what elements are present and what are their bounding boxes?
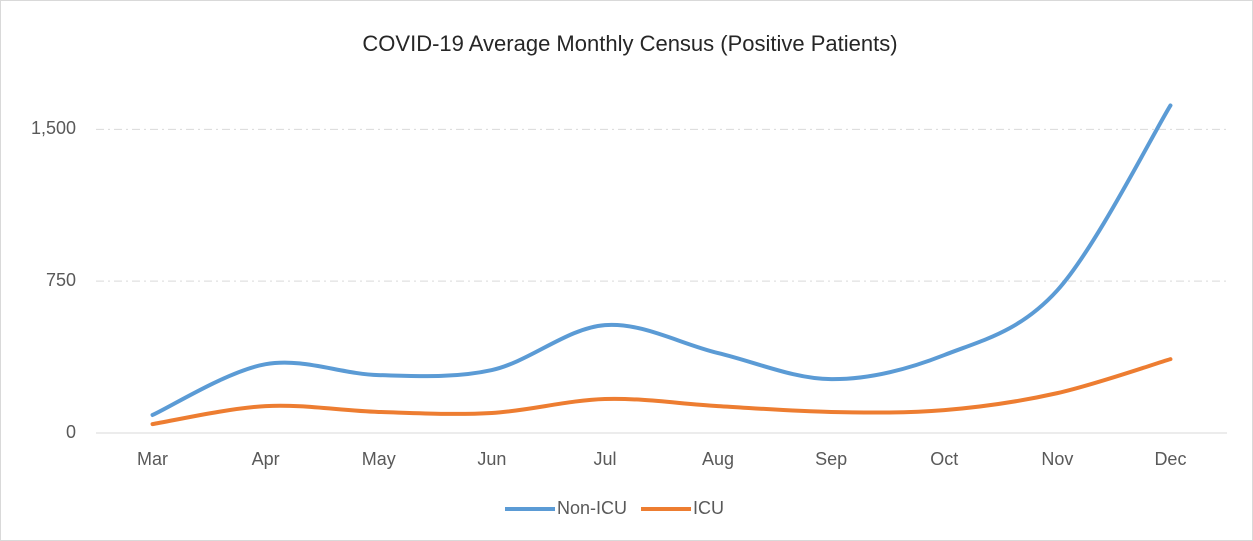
x-tick-label: Mar bbox=[137, 449, 168, 469]
y-tick-label: 1,500 bbox=[31, 118, 76, 138]
x-tick-label: May bbox=[362, 449, 396, 469]
data-line bbox=[150, 103, 1173, 417]
x-tick-label: Oct bbox=[930, 449, 958, 469]
chart-title: COVID-19 Average Monthly Census (Positiv… bbox=[362, 31, 897, 56]
x-tick-label: Sep bbox=[815, 449, 847, 469]
x-tick-label: Apr bbox=[252, 449, 280, 469]
legend-label: Non-ICU bbox=[557, 498, 627, 518]
x-tick-label: Jul bbox=[593, 449, 616, 469]
y-tick-label: 750 bbox=[46, 270, 76, 290]
x-tick-label: Aug bbox=[702, 449, 734, 469]
x-tick-label: Dec bbox=[1154, 449, 1186, 469]
x-tick-label: Jun bbox=[477, 449, 506, 469]
data-line bbox=[150, 357, 1173, 427]
y-tick-label: 0 bbox=[66, 422, 76, 442]
x-tick-label: Nov bbox=[1041, 449, 1073, 469]
legend-label: ICU bbox=[693, 498, 724, 518]
